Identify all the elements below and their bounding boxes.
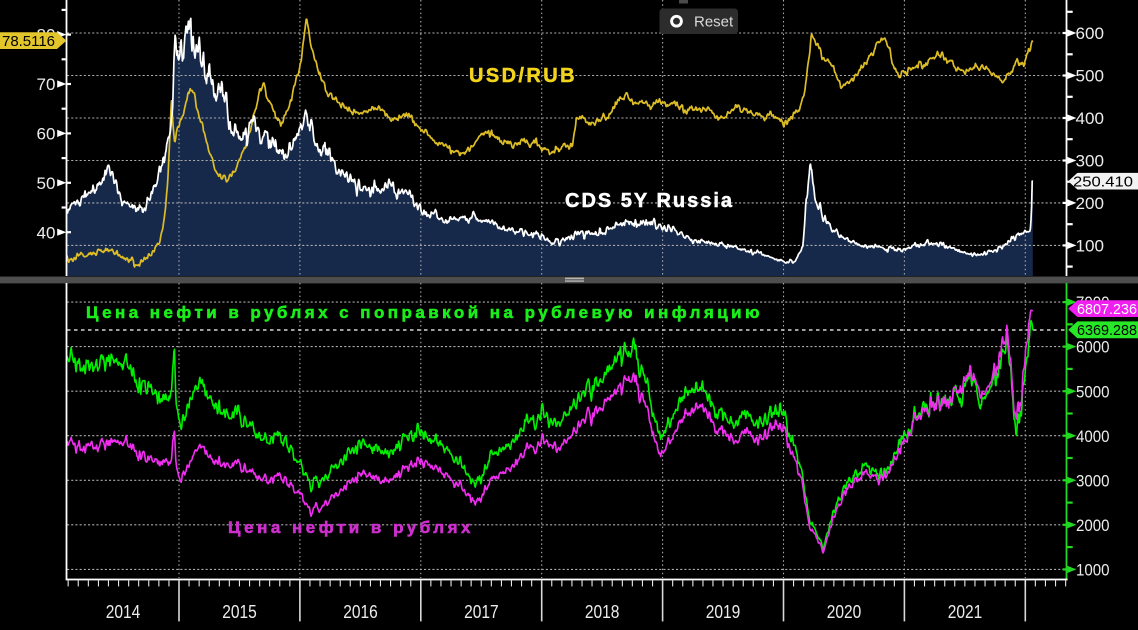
- svg-text:40: 40: [37, 223, 56, 242]
- svg-text:250.410: 250.410: [1073, 173, 1133, 190]
- svg-text:50: 50: [37, 174, 56, 193]
- svg-text:60: 60: [37, 125, 56, 144]
- svg-text:1000: 1000: [1076, 561, 1110, 580]
- svg-text:Цена нефти в рублях с поправко: Цена нефти в рублях с поправкой на рубле…: [86, 303, 763, 322]
- svg-text:4000: 4000: [1076, 427, 1110, 446]
- svg-text:6369.288: 6369.288: [1077, 322, 1137, 339]
- svg-text:2017: 2017: [464, 601, 499, 622]
- svg-text:500: 500: [1076, 67, 1105, 86]
- svg-text:78.5116: 78.5116: [2, 33, 55, 50]
- svg-text:6000: 6000: [1076, 338, 1110, 357]
- svg-text:400: 400: [1076, 109, 1105, 128]
- svg-text:2020: 2020: [827, 601, 862, 622]
- svg-text:6807.236: 6807.236: [1077, 301, 1137, 318]
- svg-text:2018: 2018: [585, 601, 620, 622]
- svg-text:2000: 2000: [1076, 516, 1110, 535]
- svg-text:5000: 5000: [1076, 382, 1110, 401]
- svg-text:70: 70: [37, 75, 56, 94]
- svg-text:300: 300: [1076, 152, 1105, 171]
- svg-text:100: 100: [1076, 237, 1105, 256]
- svg-text:2021: 2021: [948, 601, 983, 622]
- svg-text:2015: 2015: [222, 601, 257, 622]
- svg-text:USD/RUB: USD/RUB: [469, 65, 577, 87]
- svg-text:Reset: Reset: [694, 14, 734, 31]
- svg-text:2014: 2014: [106, 601, 141, 622]
- svg-text:CDS 5Y Russia: CDS 5Y Russia: [565, 190, 734, 212]
- svg-text:2016: 2016: [343, 601, 378, 622]
- svg-text:3000: 3000: [1076, 471, 1110, 490]
- svg-text:600: 600: [1076, 24, 1105, 43]
- svg-text:Цена нефти в рублях: Цена нефти в рублях: [228, 518, 474, 537]
- svg-text:200: 200: [1076, 194, 1105, 213]
- svg-text:2019: 2019: [706, 601, 741, 622]
